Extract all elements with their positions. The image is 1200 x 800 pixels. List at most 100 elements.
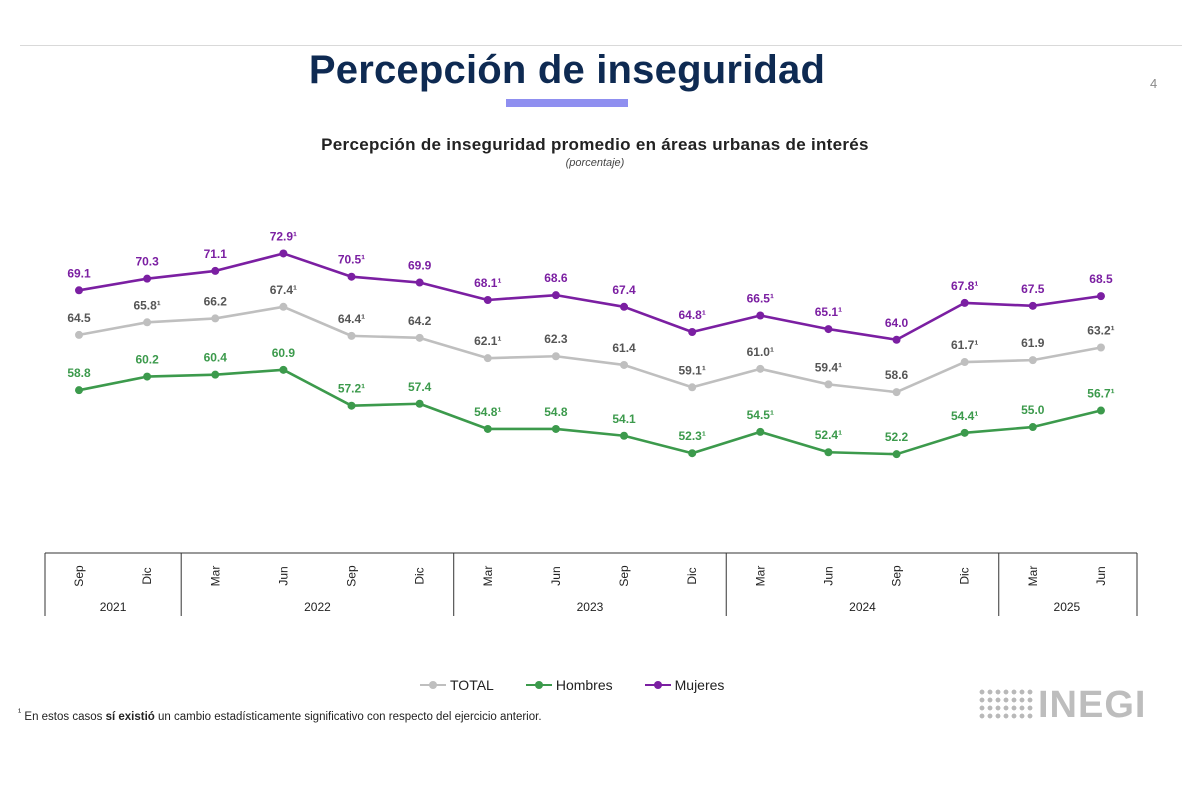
data-point-mujeres [892, 335, 901, 344]
tick-label-month: Mar [753, 566, 767, 587]
data-point-total [483, 354, 492, 363]
tick-label-month: Dic [140, 567, 154, 584]
footnote-text-start: En estos casos [21, 710, 106, 723]
tick-label-month: Sep [72, 565, 86, 587]
data-point-total [1096, 343, 1105, 352]
data-label-total: 61.4 [612, 341, 636, 355]
page-title: Percepción de inseguridad [308, 48, 826, 92]
legend-label-hombres: Hombres [555, 677, 613, 693]
data-label-mujeres: 67.8¹ [951, 279, 978, 293]
data-label-mujeres: 68.1¹ [474, 276, 501, 290]
data-point-mujeres [1028, 301, 1037, 310]
data-label-mujeres: 66.5¹ [747, 292, 774, 306]
data-point-hombres [415, 399, 424, 408]
data-point-hombres [551, 424, 560, 433]
data-label-hombres: 54.8¹ [474, 405, 501, 419]
tick-label-month: Dic [413, 567, 427, 584]
data-point-total [551, 352, 560, 361]
data-label-total: 62.3 [544, 332, 568, 346]
data-point-mujeres [960, 298, 969, 307]
data-label-mujeres: 67.5 [1021, 282, 1045, 296]
footnote-text-bold: sí existió [105, 710, 155, 723]
data-label-total: 66.2 [204, 294, 228, 308]
logo-text: INEGI [1038, 684, 1147, 726]
data-label-total: 62.1¹ [474, 334, 501, 348]
data-point-total [279, 302, 288, 311]
legend-swatch-total [420, 679, 446, 691]
data-point-total [756, 364, 765, 373]
data-point-mujeres [143, 274, 152, 283]
data-point-mujeres [347, 272, 356, 281]
series-line-total [78, 305, 1102, 394]
data-point-hombres [1028, 423, 1037, 432]
data-point-hombres [960, 428, 969, 437]
data-point-hombres [824, 448, 833, 457]
data-label-mujeres: 70.3 [135, 255, 159, 269]
data-point-hombres [211, 370, 220, 379]
data-label-hombres: 56.7¹ [1087, 387, 1114, 401]
data-label-total: 61.0¹ [747, 345, 774, 359]
data-point-mujeres [824, 325, 833, 334]
data-point-mujeres [211, 266, 220, 275]
data-point-total [75, 330, 83, 339]
data-point-total [620, 360, 629, 369]
title-underline [506, 99, 628, 107]
chart-title: Percepción de inseguridad promedio en ár… [321, 135, 869, 154]
tick-label-month: Jun [821, 566, 835, 585]
data-point-mujeres [688, 328, 697, 336]
data-point-hombres [75, 386, 83, 395]
data-point-hombres [483, 424, 492, 433]
data-point-total [960, 358, 969, 367]
data-point-mujeres [483, 296, 492, 304]
data-label-mujeres: 71.1 [204, 247, 228, 261]
data-label-mujeres: 67.4 [612, 283, 636, 297]
inegi-logo: INEGI [962, 668, 1162, 728]
footnote-text-end: un cambio estadísticamente significativo… [154, 710, 542, 723]
data-point-mujeres [75, 286, 83, 295]
data-label-total: 58.6 [885, 368, 909, 382]
data-point-hombres [347, 401, 356, 410]
data-point-mujeres [756, 311, 765, 320]
data-label-total: 65.8¹ [133, 298, 160, 312]
tick-label-month: Sep [345, 565, 359, 587]
tick-label-month: Jun [1094, 566, 1108, 585]
tick-label-month: Jun [276, 566, 290, 585]
data-point-hombres [1096, 406, 1105, 415]
data-label-total: 64.5 [67, 311, 91, 325]
legend-swatch-hombres [525, 679, 552, 691]
tick-label-month: Mar [481, 566, 495, 587]
footnote-marker: ¹ [18, 707, 22, 718]
data-label-mujeres: 65.1¹ [815, 305, 842, 319]
data-label-mujeres: 72.9¹ [270, 229, 297, 243]
data-label-hombres: 60.2 [135, 353, 159, 367]
tick-label-month: Jun [549, 566, 563, 585]
tick-label-month: Mar [1026, 566, 1040, 587]
data-label-mujeres: 69.1 [67, 266, 91, 280]
data-label-hombres: 52.3¹ [678, 429, 705, 443]
data-label-total: 61.7¹ [951, 338, 978, 352]
data-label-total: 67.4¹ [270, 283, 297, 297]
data-label-mujeres: 70.5¹ [338, 253, 365, 267]
data-point-total [347, 331, 356, 340]
data-point-total [1028, 356, 1037, 365]
page-number: 4 [1150, 76, 1158, 91]
data-point-total [211, 314, 220, 323]
tick-label-month: Dic [685, 567, 699, 584]
data-point-mujeres [551, 291, 560, 300]
data-label-total: 64.2 [408, 314, 432, 328]
data-label-hombres: 54.4¹ [951, 409, 978, 423]
data-label-hombres: 57.4 [408, 380, 432, 394]
series-line-mujeres [78, 252, 1102, 342]
data-label-hombres: 54.1 [612, 412, 636, 426]
legend-item-total: TOTAL [420, 677, 494, 693]
legend-item-hombres: Hombres [525, 677, 613, 693]
chart-subtitle: (porcentaje) [565, 157, 625, 169]
data-label-mujeres: 64.8¹ [678, 308, 705, 322]
data-point-mujeres [415, 278, 424, 287]
data-label-total: 63.2¹ [1087, 324, 1114, 338]
tick-label-month: Sep [617, 565, 631, 587]
data-label-total: 61.9 [1021, 336, 1045, 350]
data-point-mujeres [620, 302, 629, 311]
tick-label-month: Dic [958, 567, 972, 584]
